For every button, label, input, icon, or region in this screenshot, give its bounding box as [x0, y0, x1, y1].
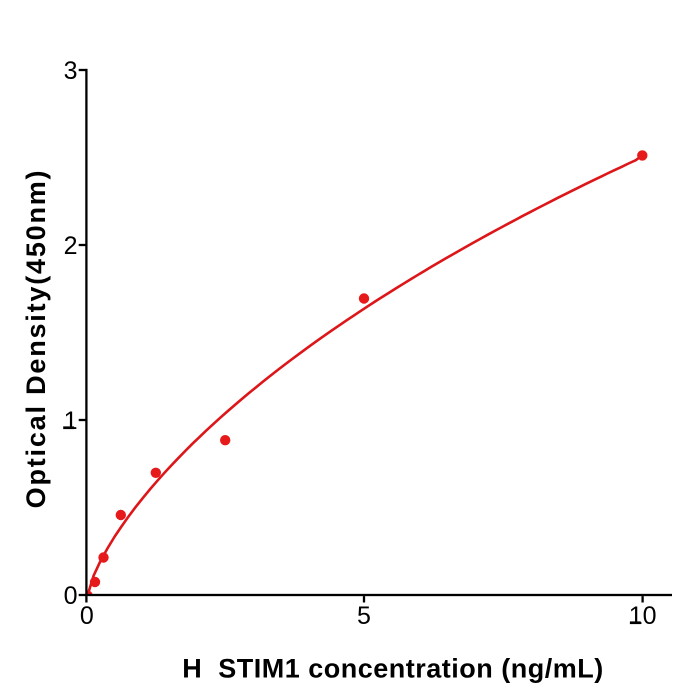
- svg-text:10: 10: [629, 602, 657, 630]
- svg-text:Optical Density(450nm): Optical Density(450nm): [21, 169, 51, 509]
- svg-text:0: 0: [80, 602, 94, 630]
- svg-text:3: 3: [64, 57, 78, 85]
- svg-text:H STIM1 concentration (ng/mL): H STIM1 concentration (ng/mL): [182, 654, 604, 684]
- svg-text:0: 0: [64, 582, 78, 610]
- svg-text:5: 5: [357, 602, 371, 630]
- svg-text:1: 1: [64, 407, 78, 435]
- svg-text:2: 2: [64, 232, 78, 260]
